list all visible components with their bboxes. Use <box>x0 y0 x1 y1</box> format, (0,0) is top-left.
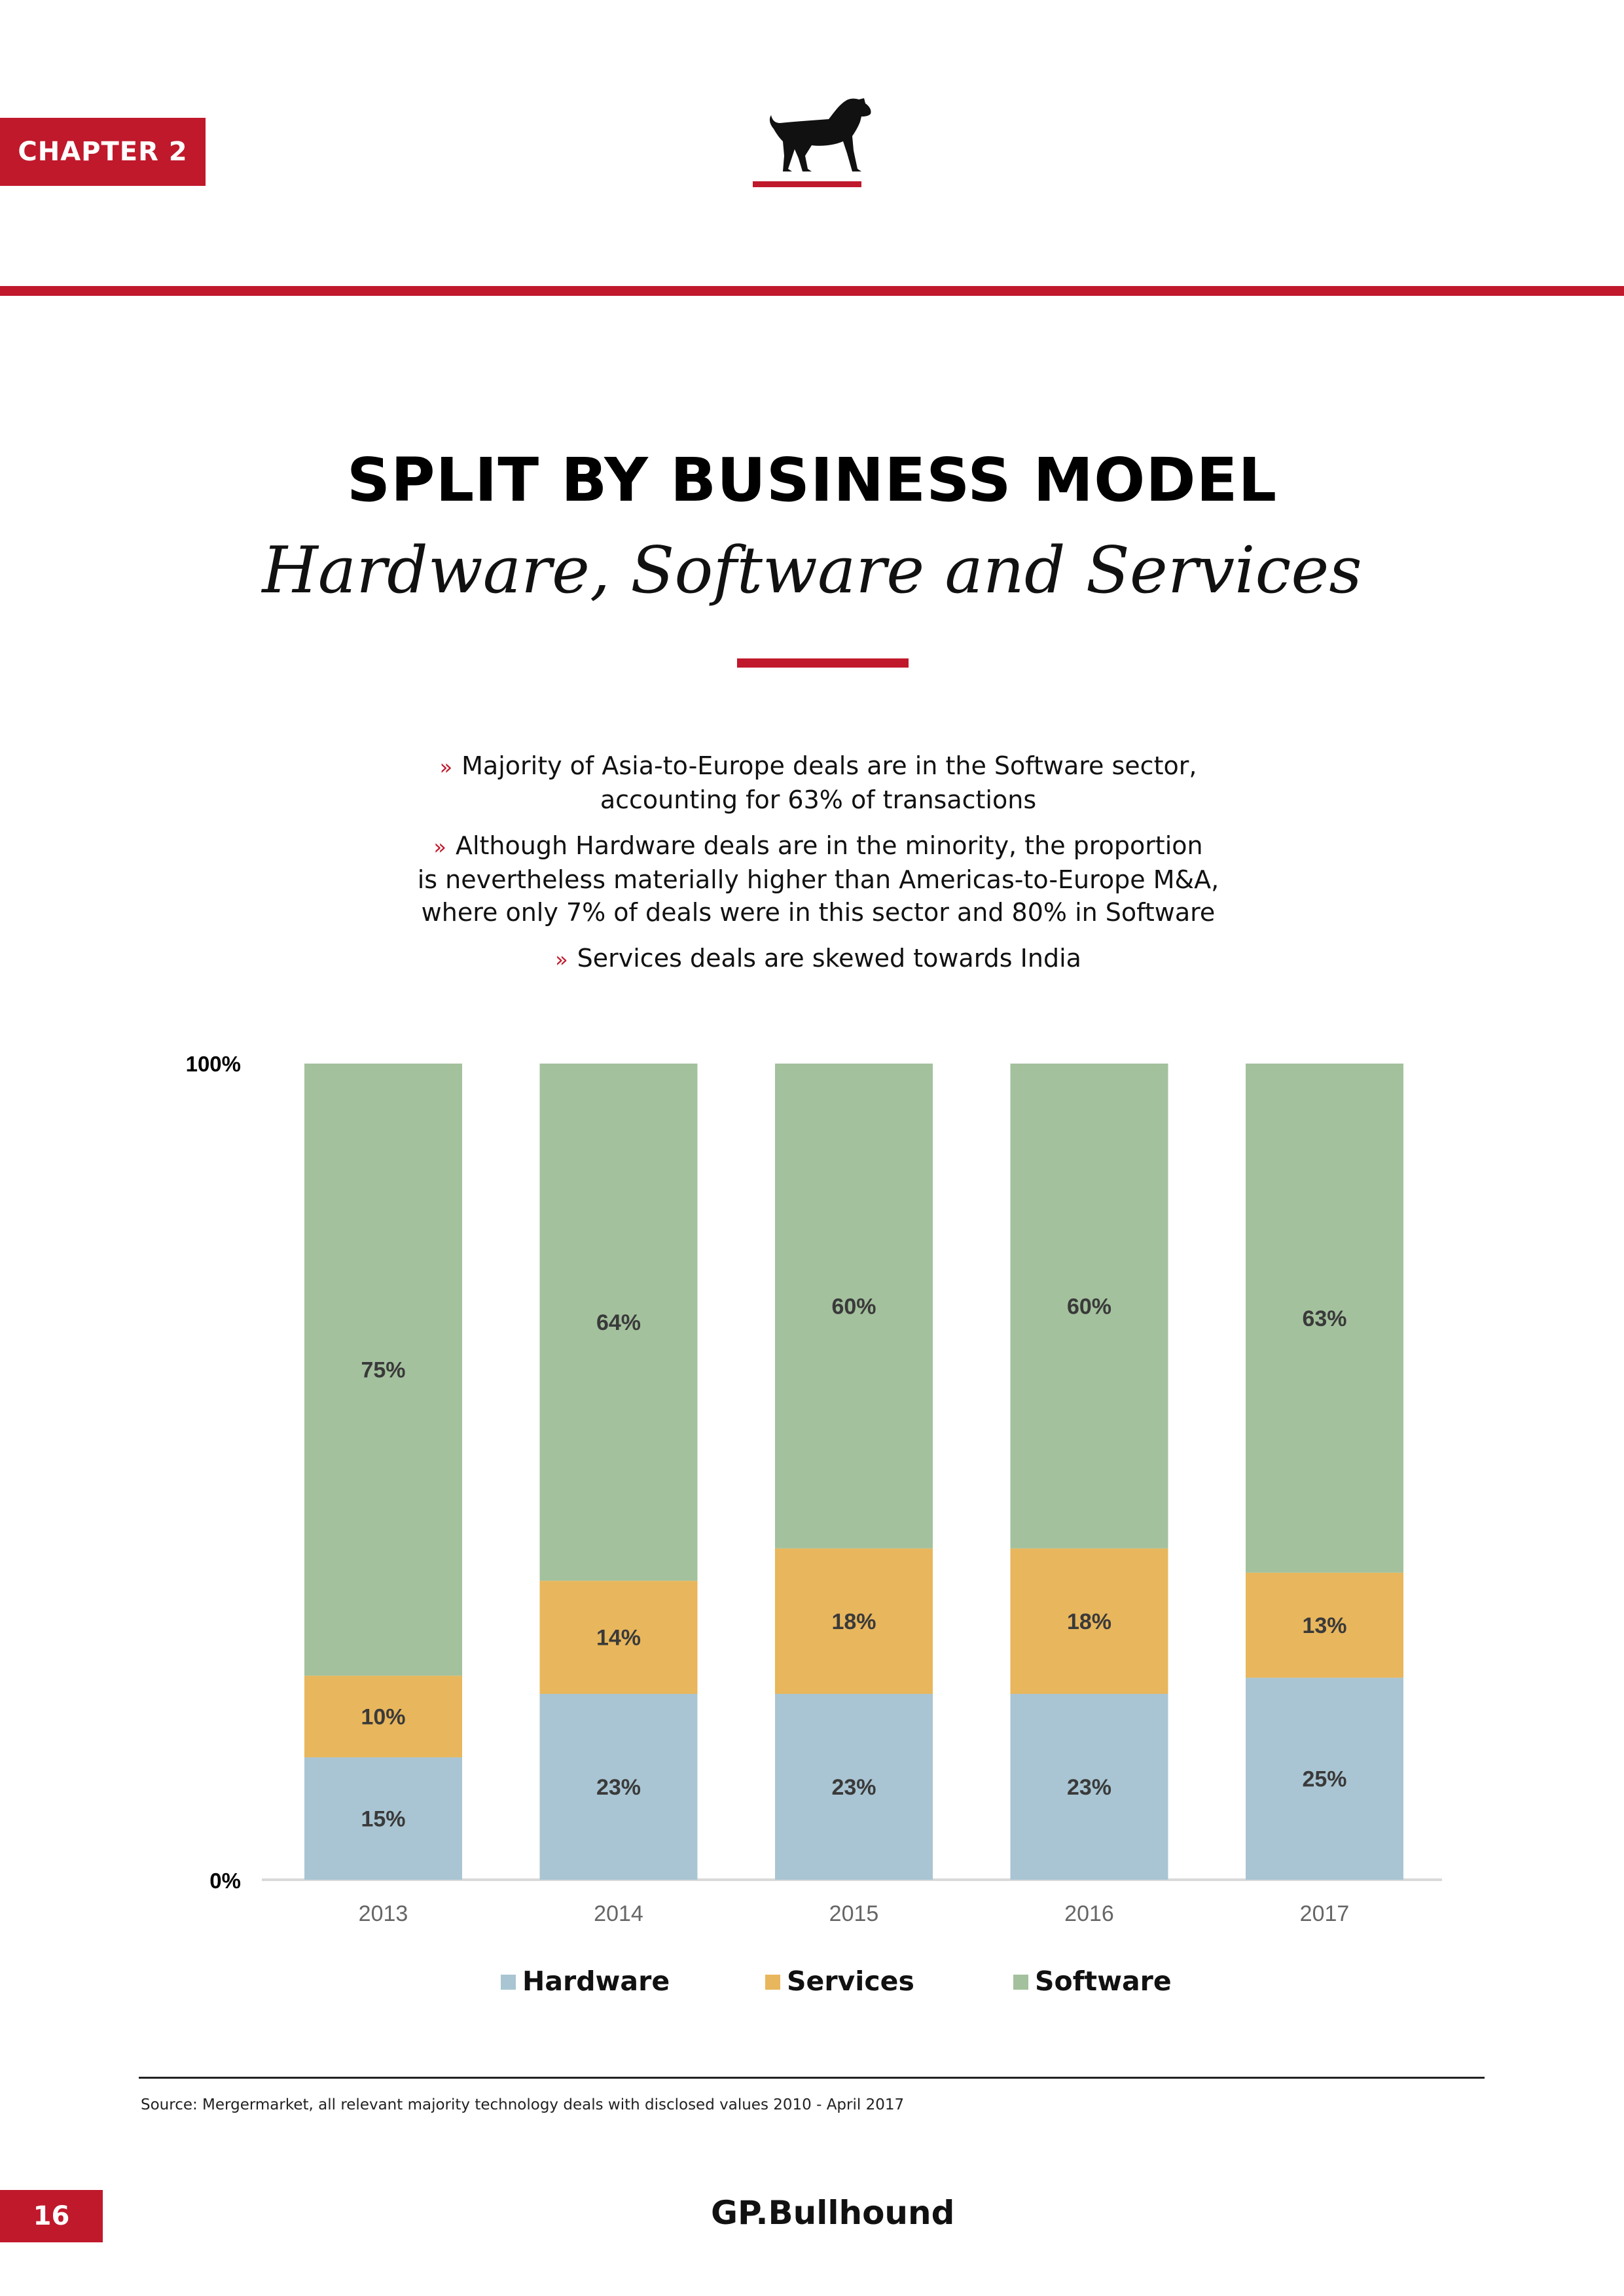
bar-segment-software <box>1010 1064 1168 1549</box>
source-rule <box>139 2077 1485 2079</box>
bullet-item: » Majority of Asia-to-Europe deals are in… <box>353 749 1283 816</box>
brand-wordmark: GP.Bullhound <box>711 2194 955 2232</box>
bullet-text: Majority of Asia-to-Europe deals are in … <box>461 751 1197 780</box>
data-label: 14% <box>596 1626 641 1651</box>
x-tick-label: 2014 <box>594 1901 643 1926</box>
data-label: 13% <box>1302 1613 1346 1638</box>
data-label: 15% <box>361 1806 405 1831</box>
x-tick-label: 2013 <box>359 1901 408 1926</box>
bulldog-logo-icon <box>769 98 871 171</box>
legend-swatch <box>501 1975 516 1990</box>
data-label: 25% <box>1302 1767 1346 1792</box>
data-label: 18% <box>831 1609 876 1634</box>
bar-segment-services <box>1010 1548 1168 1695</box>
bar-segment-services <box>539 1581 698 1695</box>
x-tick-label: 2015 <box>829 1901 879 1926</box>
page-number: 16 <box>33 2201 70 2231</box>
data-label: 64% <box>596 1310 641 1335</box>
bar-segment-services <box>1246 1572 1403 1678</box>
bar-segment-hardware <box>539 1694 698 1880</box>
data-label: 60% <box>1067 1294 1111 1319</box>
data-label: 75% <box>361 1358 405 1383</box>
legend-swatch <box>765 1975 780 1990</box>
bar-segment-software <box>1246 1064 1403 1573</box>
title-underline <box>737 658 909 668</box>
bullet-text: accounting for 63% of transactions <box>600 785 1037 814</box>
bullet-item: » Services deals are skewed towards India <box>353 942 1283 976</box>
bullet-marker: » <box>433 834 446 859</box>
chapter-label: CHAPTER 2 <box>18 137 188 167</box>
data-label: 60% <box>831 1294 876 1319</box>
page-subtitle: Hardware, Software and Services <box>262 533 1362 608</box>
page-title: SPLIT BY BUSINESS MODEL <box>346 445 1278 515</box>
data-label: 23% <box>831 1775 876 1800</box>
data-label: 18% <box>1067 1609 1111 1634</box>
bar-segment-hardware <box>1246 1677 1403 1880</box>
bullet-text: Services deals are skewed towards India <box>577 944 1081 973</box>
bar-segment-hardware <box>304 1757 462 1880</box>
bar-segment-hardware <box>775 1694 933 1880</box>
bullet-marker: » <box>555 947 568 972</box>
data-label: 23% <box>1067 1775 1111 1800</box>
bullet-marker: » <box>439 755 453 780</box>
bar-segment-services <box>775 1548 933 1695</box>
bullet-list: » Majority of Asia-to-Europe deals are in… <box>353 749 1283 989</box>
bar-segment-services <box>304 1676 462 1757</box>
data-label: 23% <box>596 1775 641 1800</box>
logo-underline <box>753 181 861 187</box>
legend-label: Services <box>787 1965 914 1997</box>
y-tick-label: 100% <box>186 1052 241 1076</box>
page-number-tab: 16 <box>0 2190 103 2242</box>
bar-segment-software <box>775 1064 933 1549</box>
bullet-text: Although Hardware deals are in the minor… <box>455 831 1203 860</box>
header-rule <box>0 286 1624 296</box>
bar-segment-software <box>539 1064 698 1581</box>
bar-segment-software <box>304 1064 462 1676</box>
bullet-item: » Although Hardware deals are in the mino… <box>353 829 1283 929</box>
x-tick-label: 2017 <box>1300 1901 1350 1926</box>
bullet-text: where only 7% of deals were in this sect… <box>421 898 1216 927</box>
source-note: Source: Mergermarket, all relevant major… <box>141 2096 905 2113</box>
bar-segment-hardware <box>1010 1694 1168 1880</box>
data-label: 10% <box>361 1705 405 1730</box>
legend-label: Hardware <box>522 1965 670 1997</box>
legend-label: Software <box>1035 1965 1172 1997</box>
y-tick-label: 0% <box>209 1869 241 1893</box>
legend-swatch <box>1013 1975 1028 1990</box>
data-label: 63% <box>1302 1306 1346 1331</box>
bullet-text: is nevertheless materially higher than A… <box>417 865 1219 894</box>
chapter-tab: CHAPTER 2 <box>0 118 206 186</box>
x-tick-label: 2016 <box>1064 1901 1114 1926</box>
